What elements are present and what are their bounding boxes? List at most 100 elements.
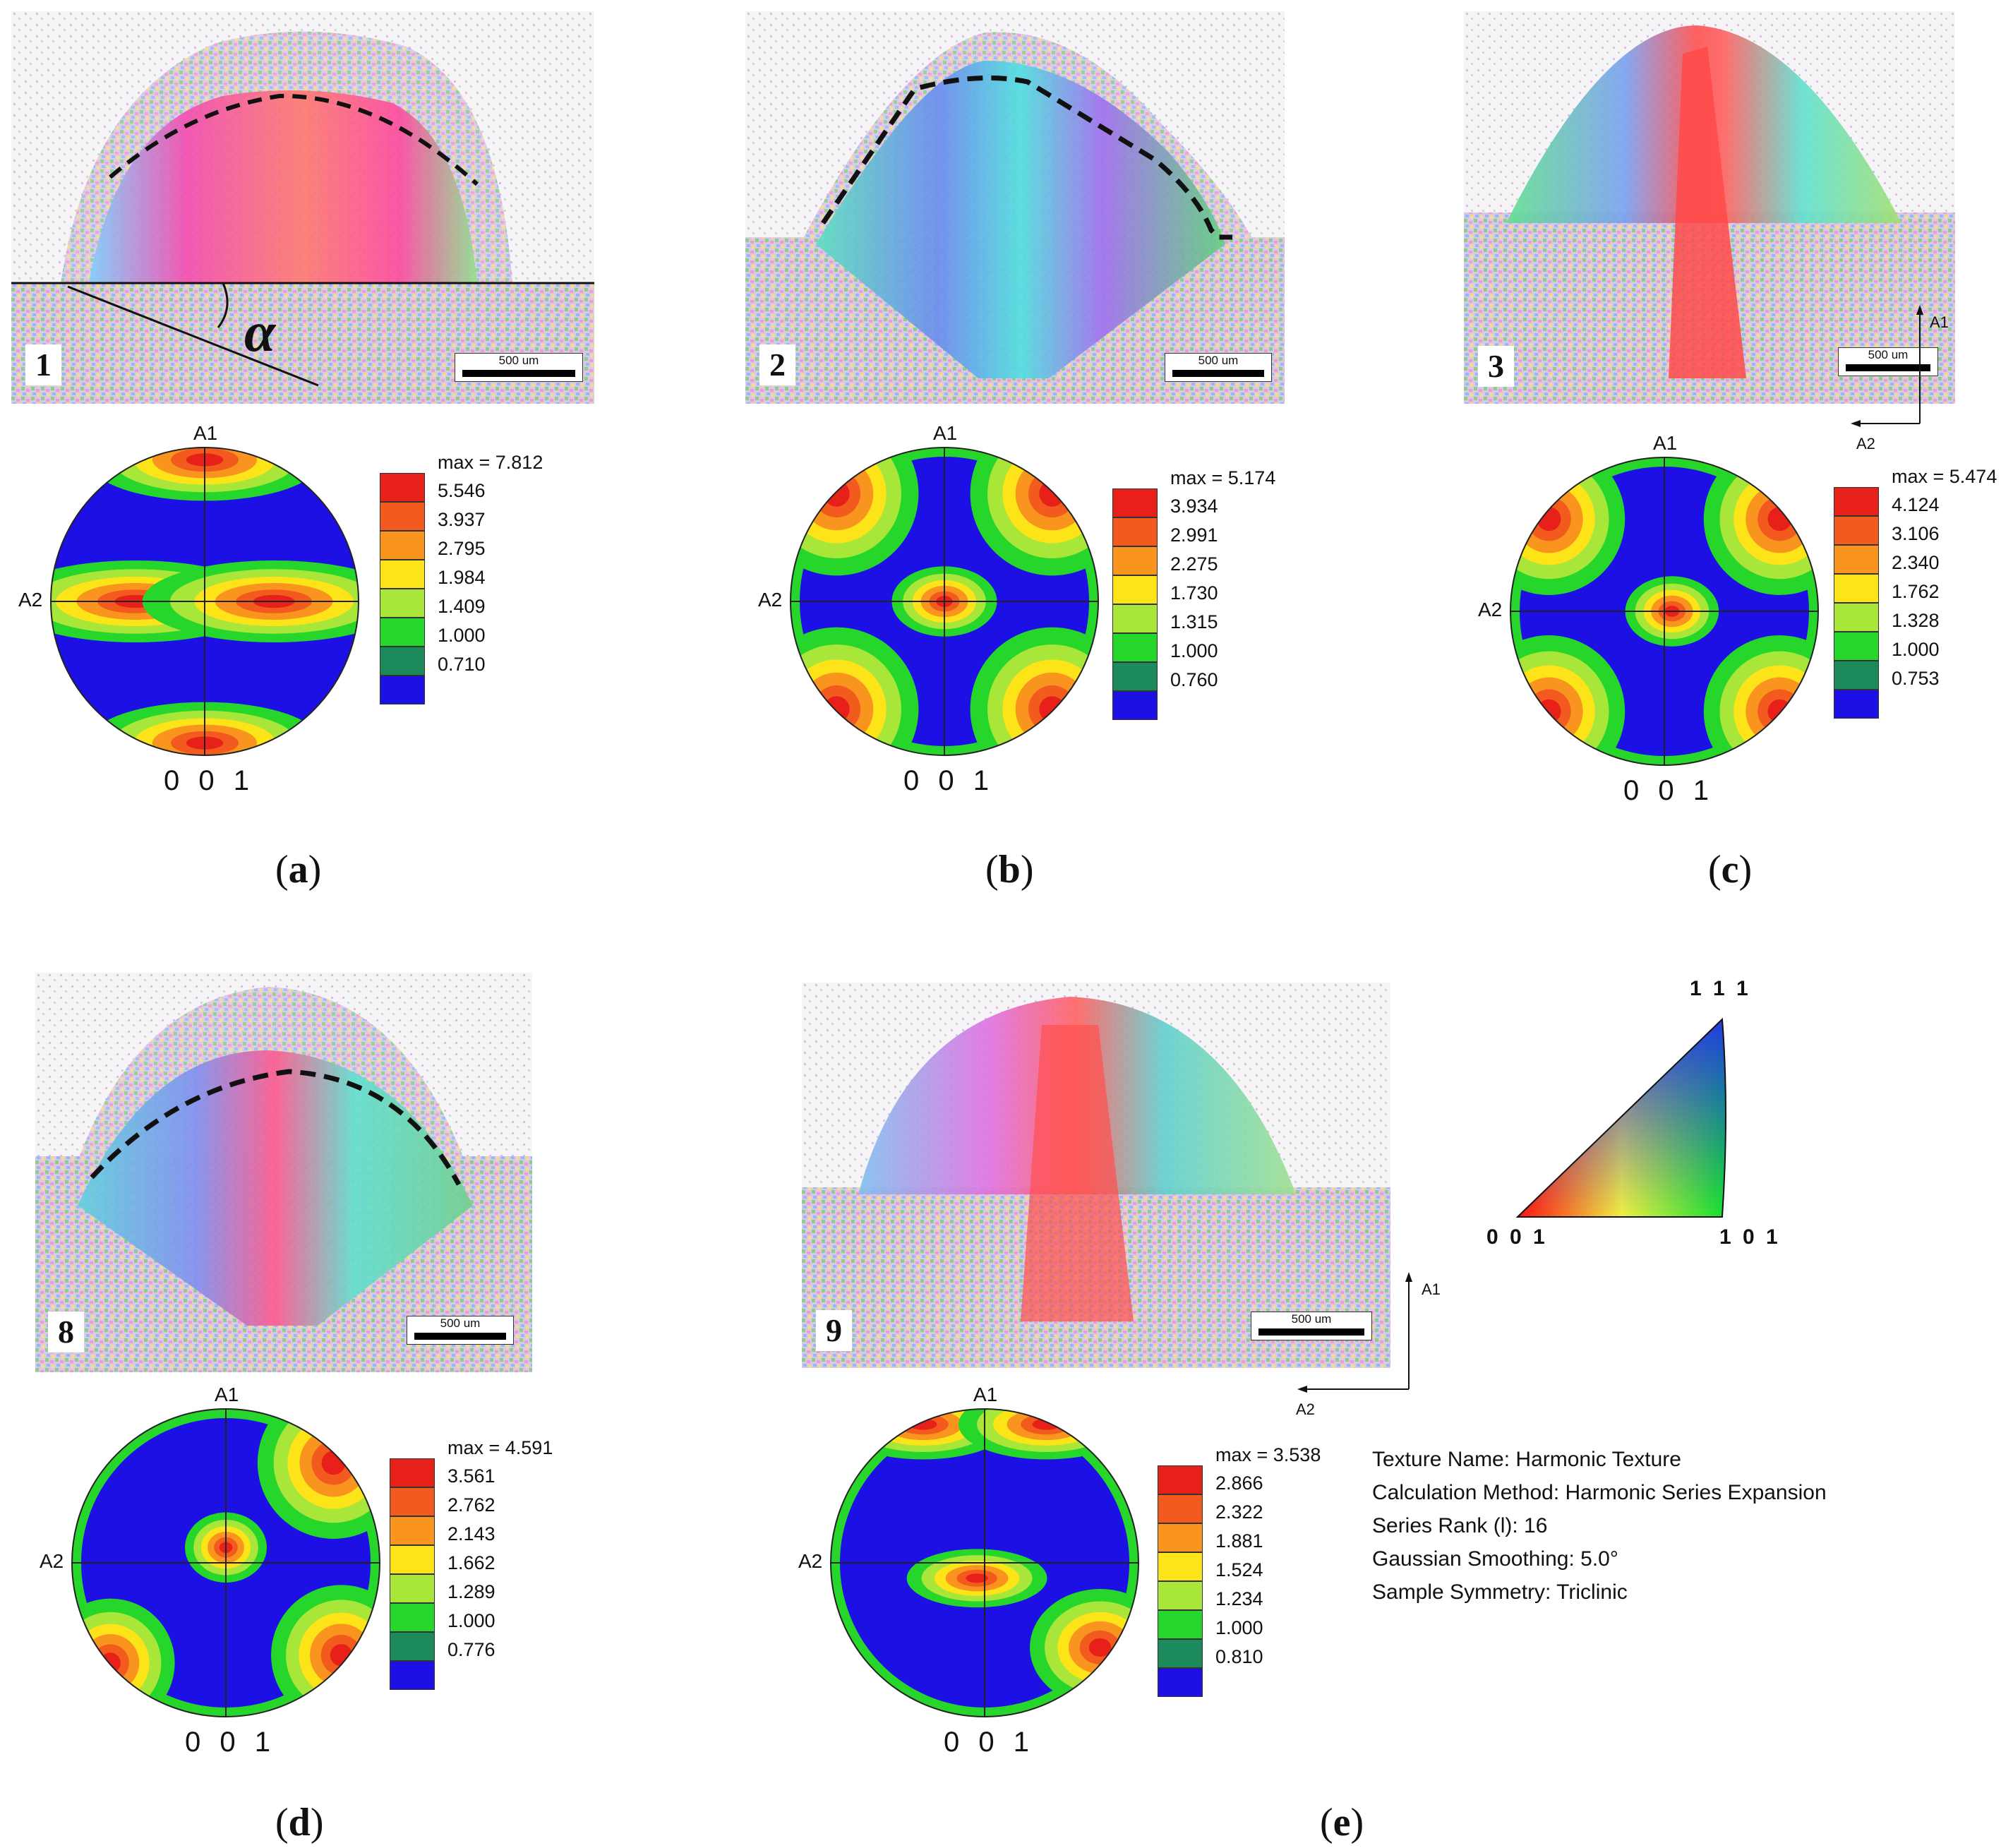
legend-level-value: 3.106 xyxy=(1892,523,1940,544)
legend-level-value: 3.561 xyxy=(447,1465,495,1487)
legend-swatch xyxy=(1112,546,1158,575)
legend-level-value: 2.991 xyxy=(1170,524,1218,546)
angle-alpha-label: α xyxy=(244,301,276,364)
pf-top-label-a1: A1 xyxy=(193,422,218,444)
ebsd-map-1: α 1 500 um xyxy=(11,11,594,404)
pf-top-label-a1: A1 xyxy=(933,422,958,444)
sample-number: 2 xyxy=(759,344,795,385)
legend-swatch xyxy=(1112,691,1158,720)
caption-c: (c) xyxy=(1708,848,1753,892)
pf-left-label-a2: A2 xyxy=(1478,599,1503,620)
legend-max-value: max = 5.474 xyxy=(1892,466,1997,487)
legend-level-value: 3.937 xyxy=(438,509,486,530)
legend-level-value: 0.710 xyxy=(438,654,486,675)
legend-level-value: 2.322 xyxy=(1215,1501,1263,1523)
legend-level-value: 5.546 xyxy=(438,480,486,501)
legend-swatch xyxy=(1834,545,1879,574)
pole-figure-8 xyxy=(71,1408,380,1717)
pole-figure-1 xyxy=(50,447,359,756)
legend-swatch xyxy=(1158,1465,1203,1494)
legend-swatch xyxy=(1112,633,1158,662)
calculation-method: Calculation Method: Harmonic Series Expa… xyxy=(1372,1481,1827,1504)
legend-swatch xyxy=(1834,516,1879,545)
ebsd-map-2: 2 500 um xyxy=(745,11,1285,404)
legend-swatch xyxy=(1112,517,1158,546)
legend-swatch xyxy=(390,1632,435,1661)
pf-top-label-a1: A1 xyxy=(1653,432,1678,454)
legend-level-value: 0.776 xyxy=(447,1639,495,1660)
pf-index-001: 0 0 1 xyxy=(164,765,255,796)
legend-level-value: 1.409 xyxy=(438,596,486,617)
legend-swatch xyxy=(390,1603,435,1632)
legend-level-value: 2.866 xyxy=(1215,1472,1263,1494)
legend-swatch xyxy=(1158,1581,1203,1610)
scale-bar: 500 um xyxy=(1251,1312,1372,1340)
legend-level-value: 0.753 xyxy=(1892,668,1940,689)
legend-level-value: 0.810 xyxy=(1215,1646,1263,1667)
ebsd-map-3: 3 500 um xyxy=(1464,11,1955,404)
axis-a2-label: A2 xyxy=(1296,1400,1315,1418)
legend-level-value: 1.000 xyxy=(1215,1617,1263,1638)
series-rank: Series Rank (l): 16 xyxy=(1372,1514,1548,1537)
ipf-label-111: 1 1 1 xyxy=(1690,977,1751,1000)
scale-bar: 500 um xyxy=(407,1316,514,1345)
legend-swatch xyxy=(390,1545,435,1574)
pf-top-label-a1: A1 xyxy=(215,1384,239,1405)
legend-level-value: 1.315 xyxy=(1170,611,1218,632)
sample-axes-top xyxy=(1851,305,1923,427)
pf-left-label-a2: A2 xyxy=(40,1550,64,1572)
legend-level-value: 1.762 xyxy=(1892,581,1940,602)
legend-swatch xyxy=(1834,690,1879,719)
legend-level-value: 1.730 xyxy=(1170,582,1218,604)
pf-left-label-a2: A2 xyxy=(18,589,43,611)
legend-swatch xyxy=(1834,632,1879,661)
legend-swatch xyxy=(380,502,425,531)
scale-bar-label: 500 um xyxy=(1198,354,1239,367)
gaussian-smoothing: Gaussian Smoothing: 5.0° xyxy=(1372,1547,1618,1571)
axis-a1-label: A1 xyxy=(1422,1280,1441,1298)
legend-swatch xyxy=(1834,487,1879,516)
texture-name: Texture Name: Harmonic Texture xyxy=(1372,1448,1681,1471)
legend-level-value: 1.000 xyxy=(438,625,486,646)
legend-swatch xyxy=(1158,1668,1203,1697)
axis-a2-label: A2 xyxy=(1856,435,1875,452)
caption-e: (e) xyxy=(1320,1801,1364,1844)
caption-a: (a) xyxy=(275,848,322,892)
ipf-label-101: 1 0 1 xyxy=(1719,1225,1781,1249)
caption-d: (d) xyxy=(275,1801,324,1844)
sample-axes-bottom xyxy=(1297,1272,1412,1393)
legend-swatch xyxy=(1158,1610,1203,1639)
legend-swatch xyxy=(390,1574,435,1603)
pf-index-001: 0 0 1 xyxy=(1623,775,1714,806)
pole-figure-3 xyxy=(1510,457,1819,766)
legend-level-value: 1.662 xyxy=(447,1552,495,1573)
pf-index-001: 0 0 1 xyxy=(944,1727,1035,1758)
scale-bar-label: 500 um xyxy=(1291,1312,1332,1326)
pf-index-001: 0 0 1 xyxy=(185,1727,276,1758)
scale-bar-label: 500 um xyxy=(1868,348,1909,361)
legend-level-value: 1.000 xyxy=(1170,640,1218,661)
scale-bar-label: 500 um xyxy=(440,1316,481,1330)
legend-level-value: 2.762 xyxy=(447,1494,495,1516)
scale-bar: 500 um xyxy=(1838,347,1938,376)
ebsd-map-9: 9 500 um xyxy=(802,983,1390,1368)
ipf-label-001: 0 0 1 xyxy=(1486,1225,1548,1249)
sample-number: 9 xyxy=(816,1310,852,1351)
legend-max-value: max = 7.812 xyxy=(438,452,543,473)
legend-swatch xyxy=(1158,1639,1203,1668)
sample-symmetry: Sample Symmetry: Triclinic xyxy=(1372,1580,1628,1604)
legend-swatch xyxy=(1158,1494,1203,1523)
caption-b: (b) xyxy=(985,848,1034,892)
legend-max-value: max = 5.174 xyxy=(1170,467,1276,488)
pf-left-label-a2: A2 xyxy=(758,589,783,611)
scale-bar: 500 um xyxy=(455,353,583,382)
pf-index-001: 0 0 1 xyxy=(903,765,995,796)
legend-level-value: 2.275 xyxy=(1170,553,1218,575)
legend-swatch xyxy=(1834,661,1879,690)
legend-swatch xyxy=(390,1661,435,1690)
legend-level-value: 1.984 xyxy=(438,567,486,588)
legend-level-value: 1.881 xyxy=(1215,1530,1263,1552)
ipf-color-key-triangle xyxy=(1515,1017,1726,1218)
legend-swatch xyxy=(390,1516,435,1545)
legend-level-value: 1.234 xyxy=(1215,1588,1263,1609)
